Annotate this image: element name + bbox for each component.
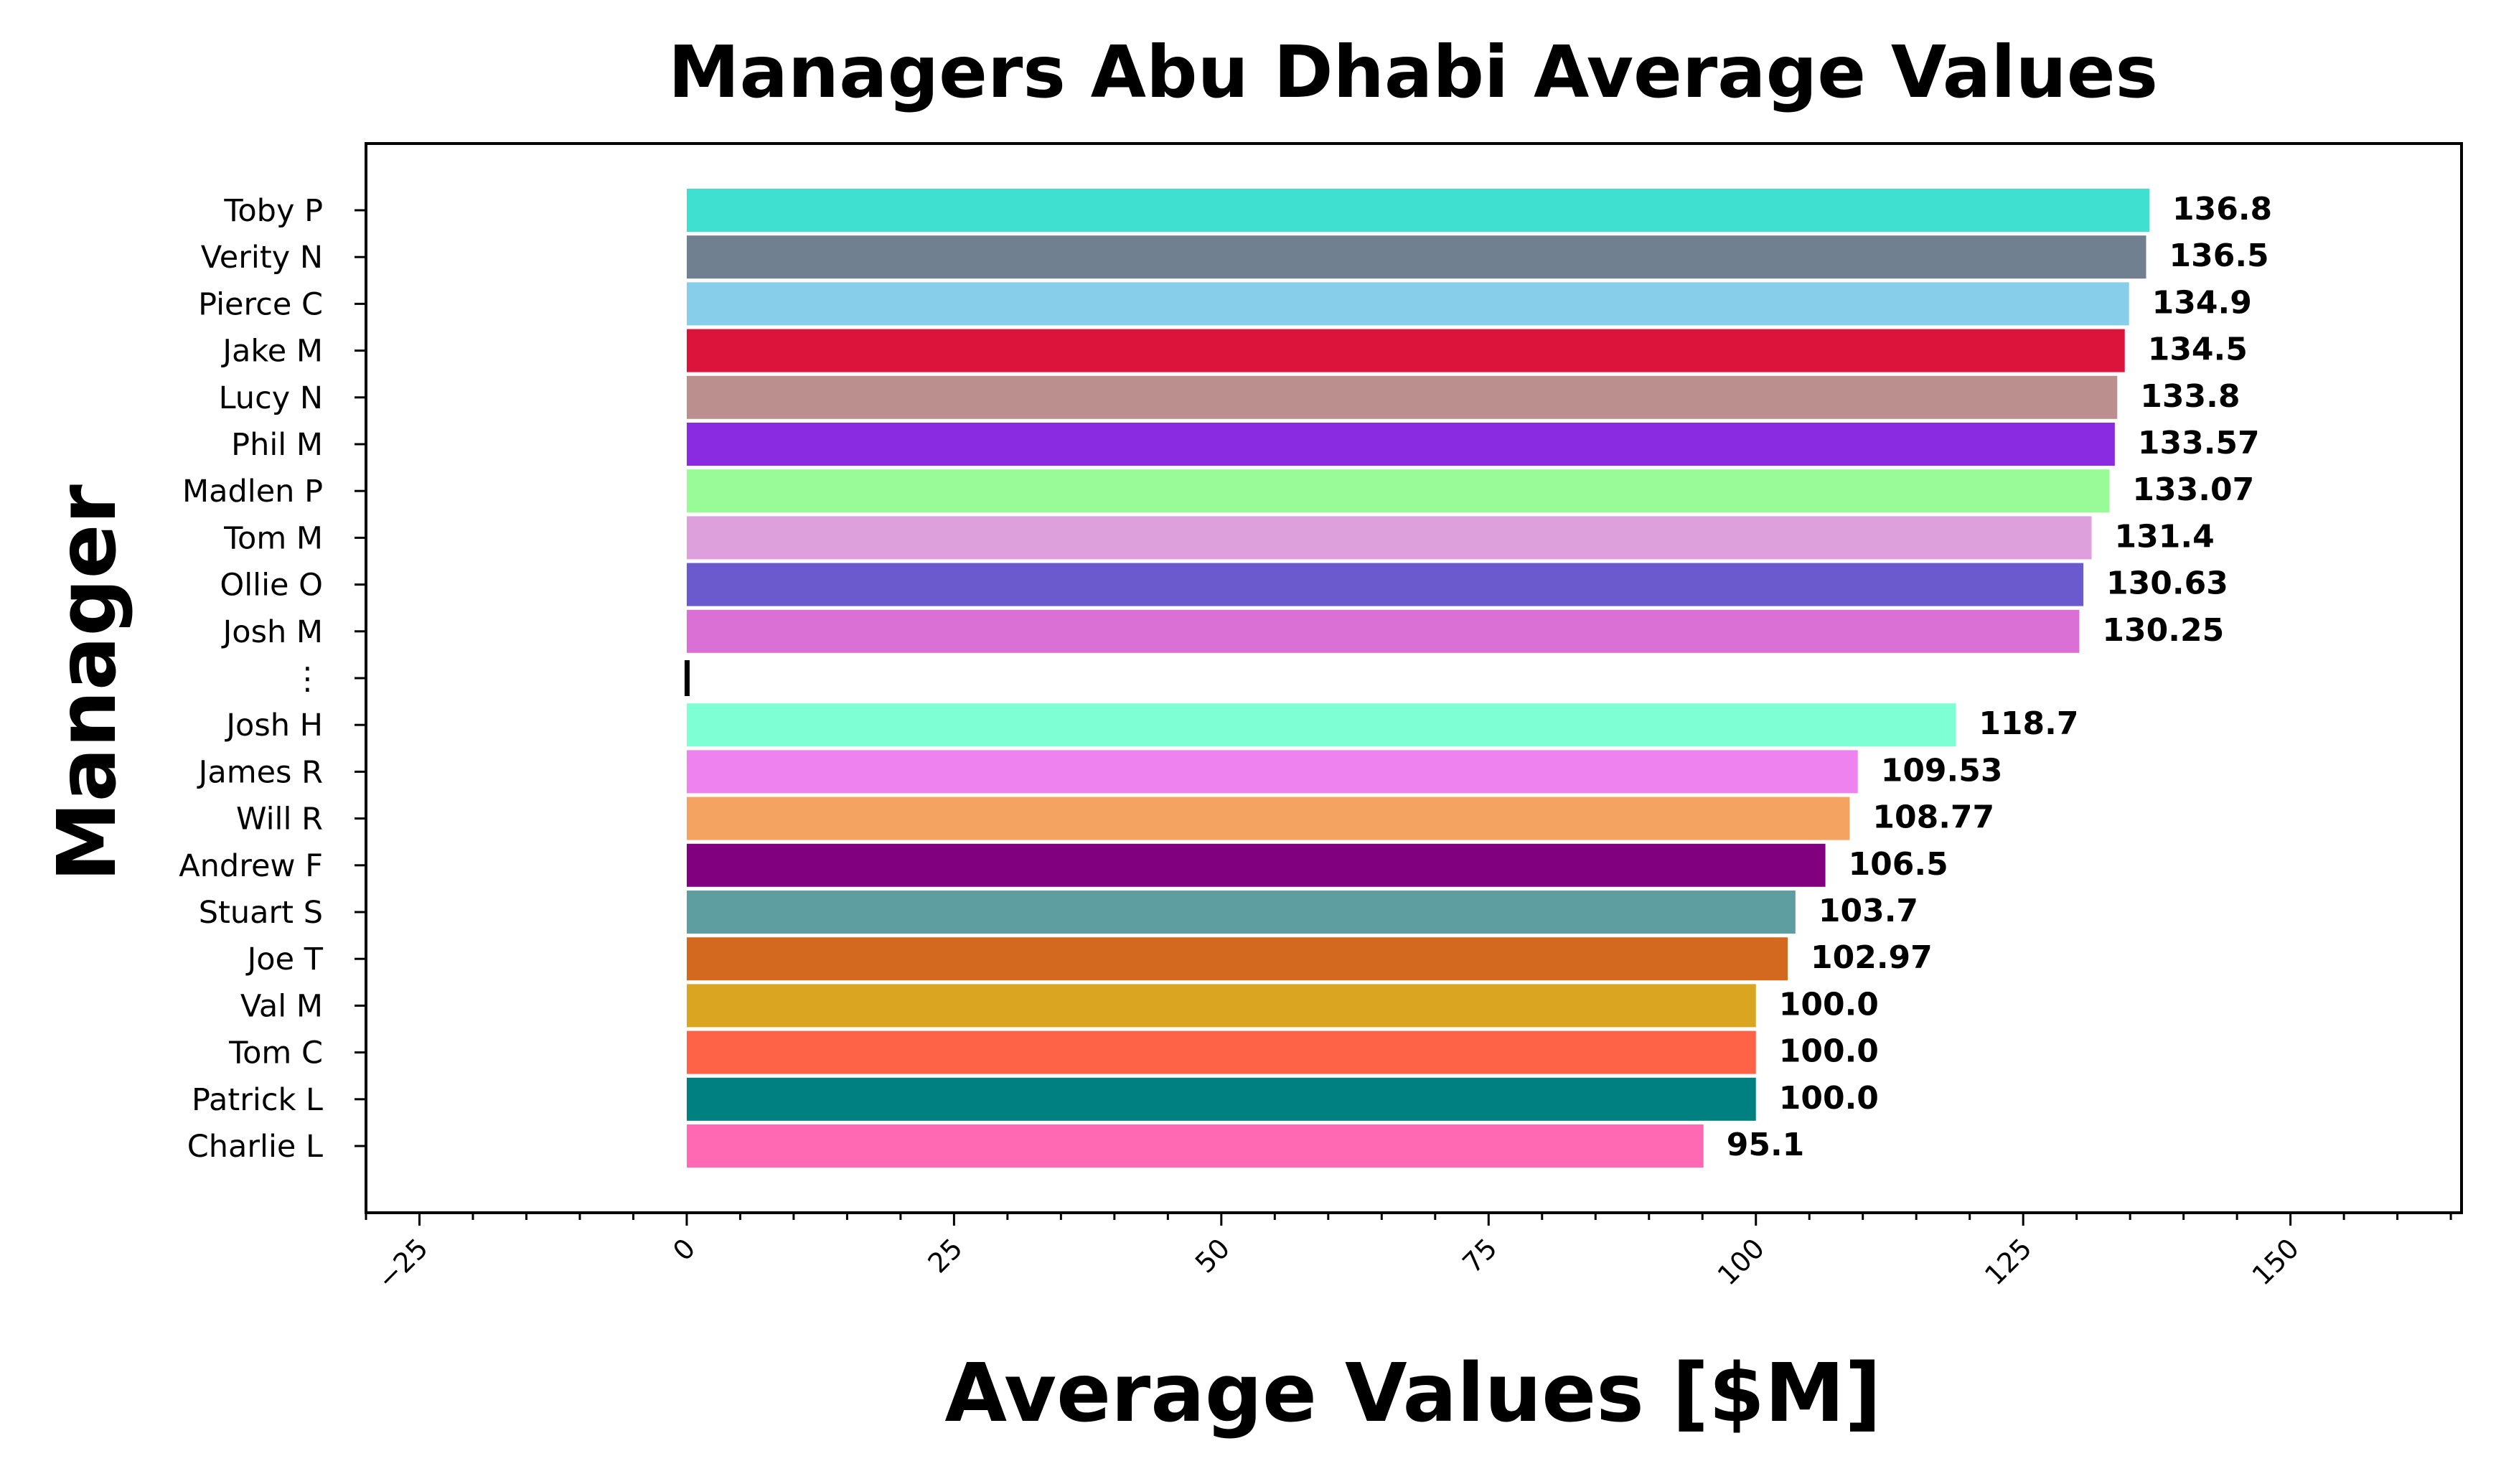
value-label: 130.63 [2106, 565, 2228, 602]
y-tick-label: Ollie O [220, 568, 323, 604]
y-tick-label: Tom M [223, 520, 323, 556]
value-label: 131.4 [2115, 518, 2215, 555]
y-tick-label: Jake M [220, 334, 323, 370]
value-label: 134.9 [2152, 284, 2252, 321]
bar-joe-t [686, 937, 1788, 981]
bar-toby-p [686, 189, 2149, 232]
y-tick-label: Lucy N [219, 380, 323, 416]
y-tick-label: Patrick L [192, 1082, 323, 1118]
bar-madlen-p [686, 469, 2110, 513]
value-label: 100.0 [1779, 1080, 1879, 1117]
bar-tom-c [686, 1030, 1756, 1074]
value-label: 109.53 [1881, 752, 2003, 789]
plot-area: 136.8 Toby P 136.5 Verity N 134.9 Pierce C 134… [179, 142, 2463, 1295]
bar-josh-m [686, 609, 2080, 653]
y-tick-label: Will R [236, 802, 323, 837]
y-tick-label: Joe T [245, 941, 324, 977]
bar-charlie-l [686, 1124, 1704, 1168]
y-tick-label: Josh M [221, 614, 323, 650]
y-tick-label: Andrew F [179, 848, 323, 884]
y-tick-label: Josh H [224, 708, 323, 743]
bar-gap-marker [684, 660, 690, 696]
value-label: 95.1 [1727, 1127, 1805, 1163]
bar-james-r [686, 750, 1858, 794]
y-tick-label: Val M [240, 988, 323, 1024]
bar-will-r [686, 797, 1850, 840]
y-tick-label: Tom C [228, 1035, 323, 1071]
value-label: 133.8 [2140, 378, 2240, 415]
bar-ollie-o [686, 563, 2084, 606]
x-axis-label: Average Values [$M] [944, 1347, 1881, 1440]
value-label: 134.5 [2148, 332, 2248, 368]
value-label: 106.5 [1849, 846, 1948, 883]
y-tick-label: Verity N [201, 240, 323, 276]
plot-frame [365, 142, 2463, 1214]
value-label: 100.0 [1779, 1033, 1879, 1070]
bar-josh-h [686, 703, 1956, 747]
bar-tom-m [686, 516, 2092, 560]
bar-patrick-l [686, 1077, 1756, 1121]
value-label: 118.7 [1979, 705, 2078, 742]
bar-phil-m [686, 423, 2115, 466]
y-tick-label: Stuart S [199, 895, 323, 931]
y-tick-label: Charlie L [187, 1129, 323, 1165]
value-label: 133.57 [2138, 425, 2260, 461]
value-label: 108.77 [1872, 799, 1994, 836]
bar-verity-n [686, 235, 2146, 279]
y-tick-label: Toby P [223, 193, 323, 229]
bar-jake-m [686, 329, 2125, 372]
value-label: 136.5 [2169, 238, 2269, 274]
bar-pierce-c [686, 282, 2129, 326]
value-label: 103.7 [1819, 893, 1918, 929]
value-label: 102.97 [1811, 939, 1933, 976]
chart-title: Managers Abu Dhabi Average Values [668, 30, 2158, 114]
value-label: 136.8 [2172, 191, 2272, 227]
bar-lucy-n [686, 375, 2118, 419]
bar-stuart-s [686, 891, 1796, 934]
y-tick-label: ⋮ [292, 661, 323, 697]
value-label: 133.07 [2132, 471, 2254, 508]
value-label: 100.0 [1779, 986, 1879, 1023]
bar-andrew-f [686, 843, 1826, 887]
value-label: 130.25 [2102, 612, 2224, 649]
bar-val-m [686, 984, 1756, 1028]
y-tick-label: Phil M [231, 427, 323, 463]
y-axis-label: Manager [41, 484, 134, 882]
y-tick-label: Madlen P [182, 474, 323, 509]
y-tick-label: Pierce C [198, 286, 323, 322]
y-tick-label: James R [197, 754, 323, 790]
